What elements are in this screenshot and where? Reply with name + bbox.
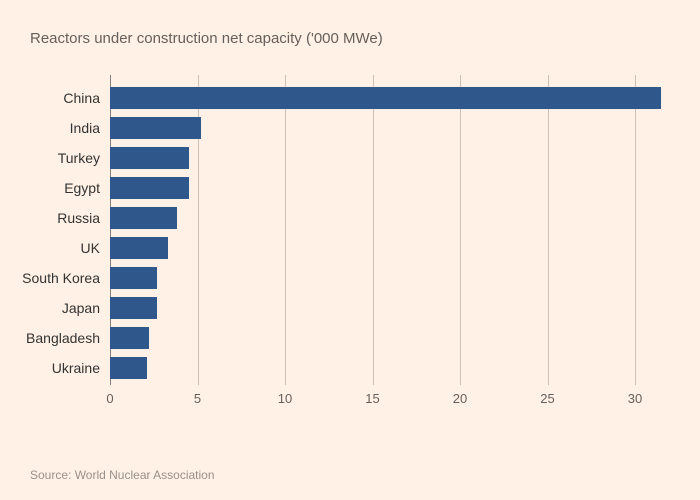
bar-row: Turkey [110,143,670,173]
category-label: China [63,90,110,106]
x-tick-label: 30 [628,391,642,406]
category-label: South Korea [22,270,110,286]
x-tick-label: 25 [540,391,554,406]
bar [110,87,661,109]
x-tick-label: 20 [453,391,467,406]
chart-source: Source: World Nuclear Association [30,468,215,482]
bar [110,117,201,139]
bar [110,147,189,169]
bar-row: Egypt [110,173,670,203]
bars-group: ChinaIndiaTurkeyEgyptRussiaUKSouth Korea… [110,83,670,385]
x-tick-label: 15 [365,391,379,406]
x-tick-label: 5 [194,391,201,406]
chart-container: Reactors under construction net capacity… [30,30,670,470]
bar-row: Ukraine [110,353,670,383]
category-label: Ukraine [52,360,110,376]
x-tick-label: 0 [106,391,113,406]
bar-row: Bangladesh [110,323,670,353]
category-label: Russia [57,210,110,226]
category-label: Japan [62,300,110,316]
category-label: Bangladesh [26,330,110,346]
category-label: India [70,120,110,136]
bar-row: UK [110,233,670,263]
bar-row: India [110,113,670,143]
x-tick-label: 10 [278,391,292,406]
category-label: UK [81,240,110,256]
bar [110,357,147,379]
bar [110,237,168,259]
bar-row: South Korea [110,263,670,293]
plot-area: ChinaIndiaTurkeyEgyptRussiaUKSouth Korea… [110,75,670,415]
category-label: Turkey [58,150,110,166]
bar-row: Russia [110,203,670,233]
category-label: Egypt [64,180,110,196]
bar [110,267,157,289]
x-axis: 051015202530 [110,385,670,415]
bar [110,297,157,319]
bar-row: China [110,83,670,113]
bar [110,177,189,199]
bar [110,327,149,349]
chart-subtitle: Reactors under construction net capacity… [30,30,670,47]
bar [110,207,177,229]
bar-row: Japan [110,293,670,323]
